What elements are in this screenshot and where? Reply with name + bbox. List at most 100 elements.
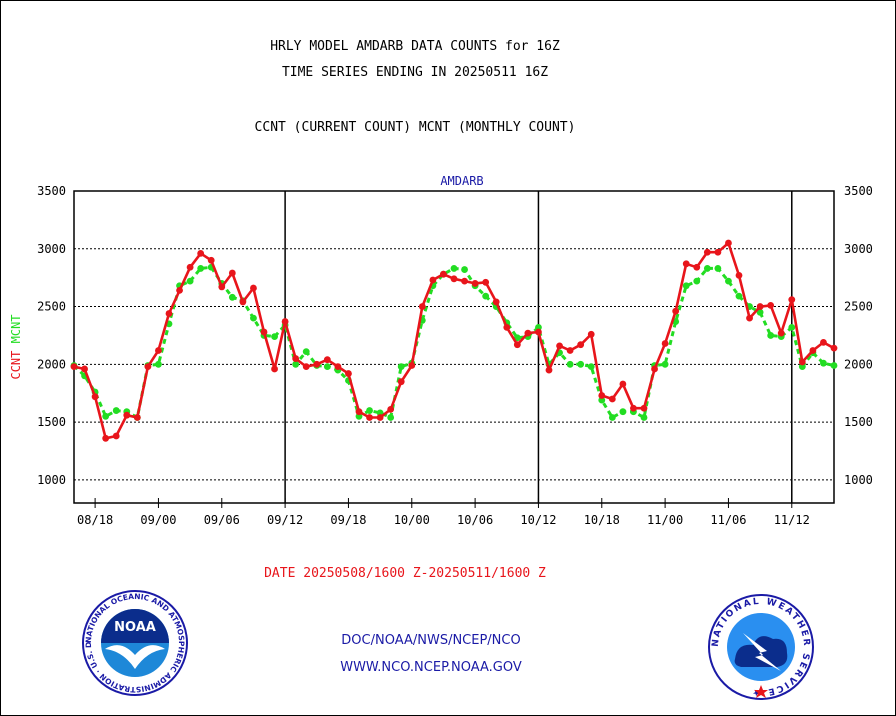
data-point-ccnt — [461, 277, 468, 285]
nws-logo: NATIONAL WEATHER SERVICE ★ — [708, 594, 814, 700]
data-point-ccnt — [418, 303, 426, 310]
data-point-ccnt — [302, 363, 310, 371]
data-point-mcnt — [450, 265, 458, 272]
data-point-ccnt — [640, 404, 648, 412]
data-point-ccnt — [682, 260, 690, 268]
data-point-ccnt — [820, 338, 827, 346]
x-tick-label: 10/18 — [584, 513, 620, 527]
data-point-ccnt — [239, 298, 247, 306]
data-point-ccnt — [155, 347, 162, 354]
data-point-ccnt — [545, 366, 553, 374]
data-point-ccnt — [292, 355, 300, 362]
data-point-ccnt — [271, 365, 278, 373]
y-tick-label-right: 2500 — [844, 300, 873, 314]
data-point-ccnt — [672, 307, 680, 315]
data-point-mcnt — [725, 277, 732, 285]
data-point-mcnt — [112, 407, 120, 414]
data-point-ccnt — [133, 414, 141, 421]
data-point-ccnt — [313, 360, 321, 368]
series-line-mcnt — [72, 265, 835, 419]
data-point-mcnt — [756, 308, 764, 316]
data-point-mcnt — [735, 292, 743, 300]
nco-website-link[interactable]: WWW.NCO.NCEP.NOAA.GOV — [340, 660, 522, 675]
data-point-ccnt — [81, 365, 88, 373]
data-point-ccnt — [228, 269, 236, 277]
data-point-ccnt — [535, 328, 542, 336]
data-point-ccnt — [788, 296, 796, 304]
y-tick-label-left: 3500 — [37, 184, 66, 198]
data-point-ccnt — [809, 347, 817, 354]
y-tick-label-left: 2500 — [37, 300, 66, 314]
data-point-ccnt — [176, 286, 183, 294]
data-point-mcnt — [482, 292, 490, 300]
data-point-ccnt — [218, 283, 226, 291]
data-point-mcnt — [397, 363, 405, 371]
data-point-ccnt — [735, 271, 743, 279]
data-point-ccnt — [587, 330, 595, 338]
data-point-mcnt — [788, 323, 796, 331]
y-tick-label-right: 3500 — [844, 184, 873, 198]
y-tick-label-left: 2000 — [37, 357, 66, 371]
data-point-mcnt — [619, 408, 627, 416]
x-tick-label: 11/12 — [774, 513, 810, 527]
y-tick-label-right: 3000 — [844, 242, 873, 256]
data-point-mcnt — [830, 362, 838, 369]
data-point-ccnt — [345, 370, 352, 377]
data-point-ccnt — [503, 323, 511, 331]
doc-noaa-link[interactable]: DOC/NOAA/NWS/NCEP/NCO — [341, 633, 521, 648]
data-point-ccnt — [112, 432, 120, 440]
data-point-ccnt — [376, 414, 384, 421]
data-point-mcnt — [640, 414, 648, 421]
chart-title-line1: HRLY MODEL AMDARB DATA COUNTS for 16Z — [270, 39, 560, 54]
data-point-mcnt — [661, 360, 669, 368]
data-point-ccnt — [556, 342, 563, 350]
data-point-ccnt — [630, 404, 637, 412]
data-point-mcnt — [682, 282, 690, 290]
data-point-mcnt — [714, 265, 722, 272]
data-point-ccnt — [144, 363, 152, 371]
x-tick-label: 09/12 — [267, 513, 303, 527]
data-point-mcnt — [155, 360, 162, 368]
y-tick-label-left: 1500 — [37, 415, 66, 429]
data-point-ccnt — [250, 284, 257, 292]
data-point-ccnt — [524, 329, 532, 337]
data-point-mcnt — [820, 359, 827, 367]
data-point-mcnt — [292, 360, 300, 368]
data-point-ccnt — [260, 328, 268, 336]
data-point-ccnt — [566, 347, 574, 354]
data-point-mcnt — [271, 333, 278, 340]
data-point-mcnt — [302, 348, 310, 356]
data-point-mcnt — [186, 277, 194, 285]
data-point-mcnt — [693, 277, 701, 285]
y-tick-label-right: 1000 — [844, 473, 873, 487]
x-tick-label: 09/18 — [330, 513, 366, 527]
data-point-ccnt — [619, 380, 627, 388]
data-point-ccnt — [513, 341, 521, 349]
data-point-ccnt — [830, 344, 838, 352]
data-point-ccnt — [165, 310, 173, 317]
x-tick-label: 10/00 — [394, 513, 430, 527]
data-point-ccnt — [366, 414, 373, 421]
data-point-ccnt — [281, 318, 289, 325]
data-point-mcnt — [323, 363, 331, 371]
y-axis-label: CCNT MCNT — [9, 314, 23, 379]
data-point-ccnt — [91, 393, 99, 401]
data-point-ccnt — [334, 363, 342, 371]
data-point-ccnt — [102, 434, 110, 442]
noaa-logo-label: NOAA — [114, 620, 156, 635]
noaa-logo: NATIONAL OCEANIC AND ATMOSPHERIC ADMINIS… — [81, 589, 188, 696]
data-point-ccnt — [608, 395, 616, 403]
x-tick-label: 10/06 — [457, 513, 493, 527]
data-point-ccnt — [429, 276, 437, 284]
data-point-ccnt — [798, 358, 806, 366]
x-tick-label: 11/06 — [710, 513, 746, 527]
data-point-ccnt — [207, 256, 215, 264]
data-point-ccnt — [123, 411, 131, 419]
data-point-ccnt — [408, 362, 416, 369]
data-point-ccnt — [598, 392, 606, 399]
data-point-mcnt — [366, 407, 373, 414]
data-point-ccnt — [693, 263, 701, 271]
data-point-ccnt — [355, 408, 363, 416]
data-point-ccnt — [725, 239, 732, 247]
